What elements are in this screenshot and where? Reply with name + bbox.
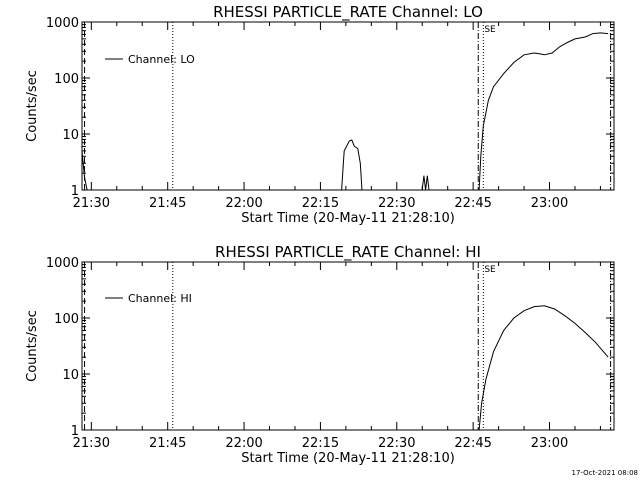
y-tick-label: 100 (54, 72, 79, 87)
event-marker-label: SE (484, 25, 496, 35)
series-line (478, 32, 609, 191)
x-tick-label: 22:45 (454, 436, 491, 451)
y-axis-title: Counts/sec (25, 310, 40, 382)
chart-title: RHESSI PARTICLE_RATE Channel: HI (215, 243, 481, 262)
footer-timestamp: 17-Oct-2021 08:08 (572, 469, 638, 477)
x-tick-label: 22:45 (454, 196, 491, 211)
chart-title: RHESSI PARTICLE_RATE Channel: LO (213, 3, 483, 22)
y-tick-label: 1000 (46, 256, 79, 271)
x-axis-title: Start Time (20-May-11 21:28:10) (241, 211, 455, 226)
x-tick-label: 23:00 (531, 196, 568, 211)
x-tick-label: 21:45 (149, 196, 186, 211)
legend-label: Channel: HI (128, 292, 192, 305)
series-line (341, 139, 363, 191)
y-tick-label: 1 (71, 184, 79, 199)
plot-frame (81, 261, 615, 431)
x-tick-label: 22:00 (225, 436, 262, 451)
y-tick-label: 10 (62, 128, 79, 143)
x-axis-title: Start Time (20-May-11 21:28:10) (241, 451, 455, 466)
x-tick-label: 22:15 (302, 196, 339, 211)
x-tick-label: 21:30 (73, 196, 110, 211)
series-line (421, 175, 430, 191)
legend-label: Channel: LO (128, 53, 195, 66)
x-tick-label: 22:15 (302, 436, 339, 451)
y-tick-label: 1000 (46, 16, 79, 31)
x-tick-label: 21:45 (149, 436, 186, 451)
x-tick-label: 22:00 (225, 196, 262, 211)
x-tick-label: 23:00 (531, 436, 568, 451)
y-tick-label: 100 (54, 312, 79, 327)
event-marker-label: SE (484, 265, 496, 275)
x-tick-label: 22:30 (378, 196, 415, 211)
y-tick-label: 10 (62, 368, 79, 383)
series-line (81, 150, 88, 191)
x-tick-label: 21:30 (73, 436, 110, 451)
y-tick-label: 1 (71, 424, 79, 439)
series-line (478, 305, 609, 431)
y-axis-title: Counts/sec (25, 70, 40, 142)
chart-panel-hi: RHESSI PARTICLE_RATE Channel: HI 21:30 21:… (25, 243, 615, 466)
plot-frame (81, 21, 615, 191)
chart-panel-lo: RHESSI PARTICLE_RATE Channel: LO 21:30 21:… (25, 3, 615, 226)
x-tick-label: 22:30 (378, 436, 415, 451)
